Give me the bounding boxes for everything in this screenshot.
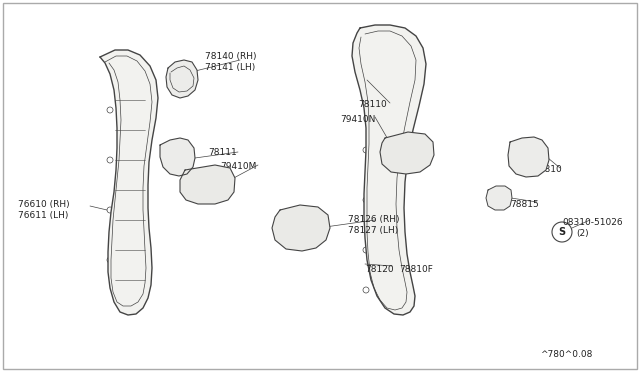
Text: 78110: 78110 [358,100,387,109]
Polygon shape [380,132,434,174]
Text: 78810: 78810 [533,165,562,174]
Text: 79410M: 79410M [220,162,257,171]
Text: 78810F: 78810F [399,265,433,274]
Text: 78815: 78815 [510,200,539,209]
Text: 76611 (LH): 76611 (LH) [18,211,68,220]
Text: 08310-51026: 08310-51026 [562,218,623,227]
Polygon shape [180,165,235,204]
Polygon shape [508,137,549,177]
Polygon shape [100,50,158,315]
Text: (2): (2) [576,229,589,238]
Text: 78120: 78120 [365,265,394,274]
Polygon shape [166,60,198,98]
Text: 78126 (RH): 78126 (RH) [348,215,399,224]
Text: 78111: 78111 [208,148,237,157]
Text: 78141 (LH): 78141 (LH) [205,63,255,72]
Polygon shape [352,25,426,315]
Text: 79410N: 79410N [340,115,376,124]
Text: S: S [559,227,566,237]
Text: 78140 (RH): 78140 (RH) [205,52,257,61]
Text: ^780^0.08: ^780^0.08 [540,350,593,359]
Polygon shape [486,186,512,210]
Polygon shape [272,205,330,251]
Text: 78127 (LH): 78127 (LH) [348,226,398,235]
Polygon shape [160,138,195,176]
Circle shape [305,225,311,231]
Text: 76610 (RH): 76610 (RH) [18,200,70,209]
